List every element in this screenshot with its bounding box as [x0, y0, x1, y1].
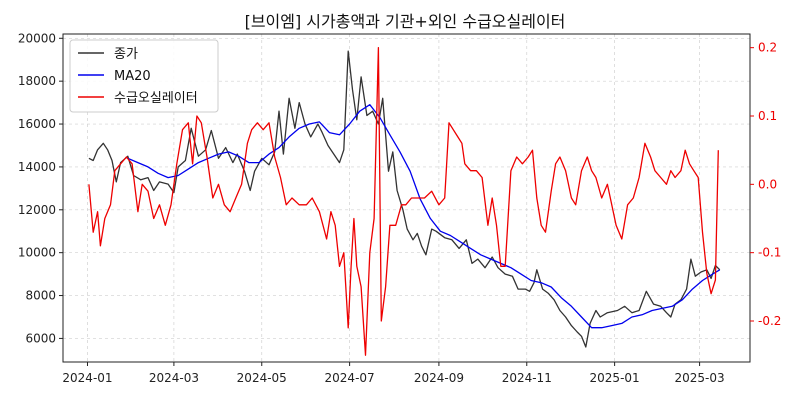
plot-frame — [62, 33, 751, 363]
y-right-tick-label: -0.2 — [758, 314, 781, 328]
y-left-tick-label: 18000 — [18, 74, 56, 88]
chart-title: [브이엠] 시가총액과 기관+외인 수급오실레이터 — [245, 12, 566, 31]
y-left-tick-label: 6000 — [25, 331, 56, 345]
legend-label-osc: 수급오실레이터 — [114, 91, 198, 106]
legend-label-close: 종가 — [114, 47, 138, 62]
x-tick-label: 2024-11 — [502, 371, 552, 385]
x-tick-label: 2025-01 — [590, 371, 640, 385]
x-tick-label: 2024-05 — [237, 371, 287, 385]
x-axis: 2024-01 2024-03 2024-05 2024-07 2024-09 2024-… — [62, 362, 725, 385]
y-axis-left: 6000 8000 10000 12000 14000 16000 18000 20000 — [18, 31, 63, 345]
y-right-tick-label: -0.1 — [758, 246, 781, 260]
y-left-tick-label: 16000 — [18, 117, 56, 131]
x-tick-label: 2024-07 — [325, 371, 375, 385]
x-tick-label: 2025-03 — [675, 371, 725, 385]
oscillator-line — [88, 47, 719, 356]
x-tick-label: 2024-01 — [62, 371, 112, 385]
y-right-tick-label: 0.0 — [758, 177, 777, 191]
x-tick-label: 2024-09 — [414, 371, 464, 385]
legend-box — [69, 39, 219, 113]
legend-label-ma20: MA20 — [114, 69, 151, 84]
y-axis-right: -0.2 -0.1 0.0 0.1 0.2 — [750, 41, 781, 328]
x-tick-label: 2024-03 — [149, 371, 199, 385]
legend: 종가 MA20 수급오실레이터 — [69, 39, 219, 113]
y-left-tick-label: 20000 — [18, 31, 56, 45]
y-left-tick-label: 12000 — [18, 203, 56, 217]
series-layer — [88, 47, 721, 356]
ma20-line — [127, 104, 721, 329]
y-right-tick-label: 0.2 — [758, 41, 777, 55]
y-left-tick-label: 8000 — [25, 289, 56, 303]
y-right-tick-label: 0.1 — [758, 109, 777, 123]
y-left-tick-label: 14000 — [18, 160, 56, 174]
y-left-tick-label: 10000 — [18, 246, 56, 260]
